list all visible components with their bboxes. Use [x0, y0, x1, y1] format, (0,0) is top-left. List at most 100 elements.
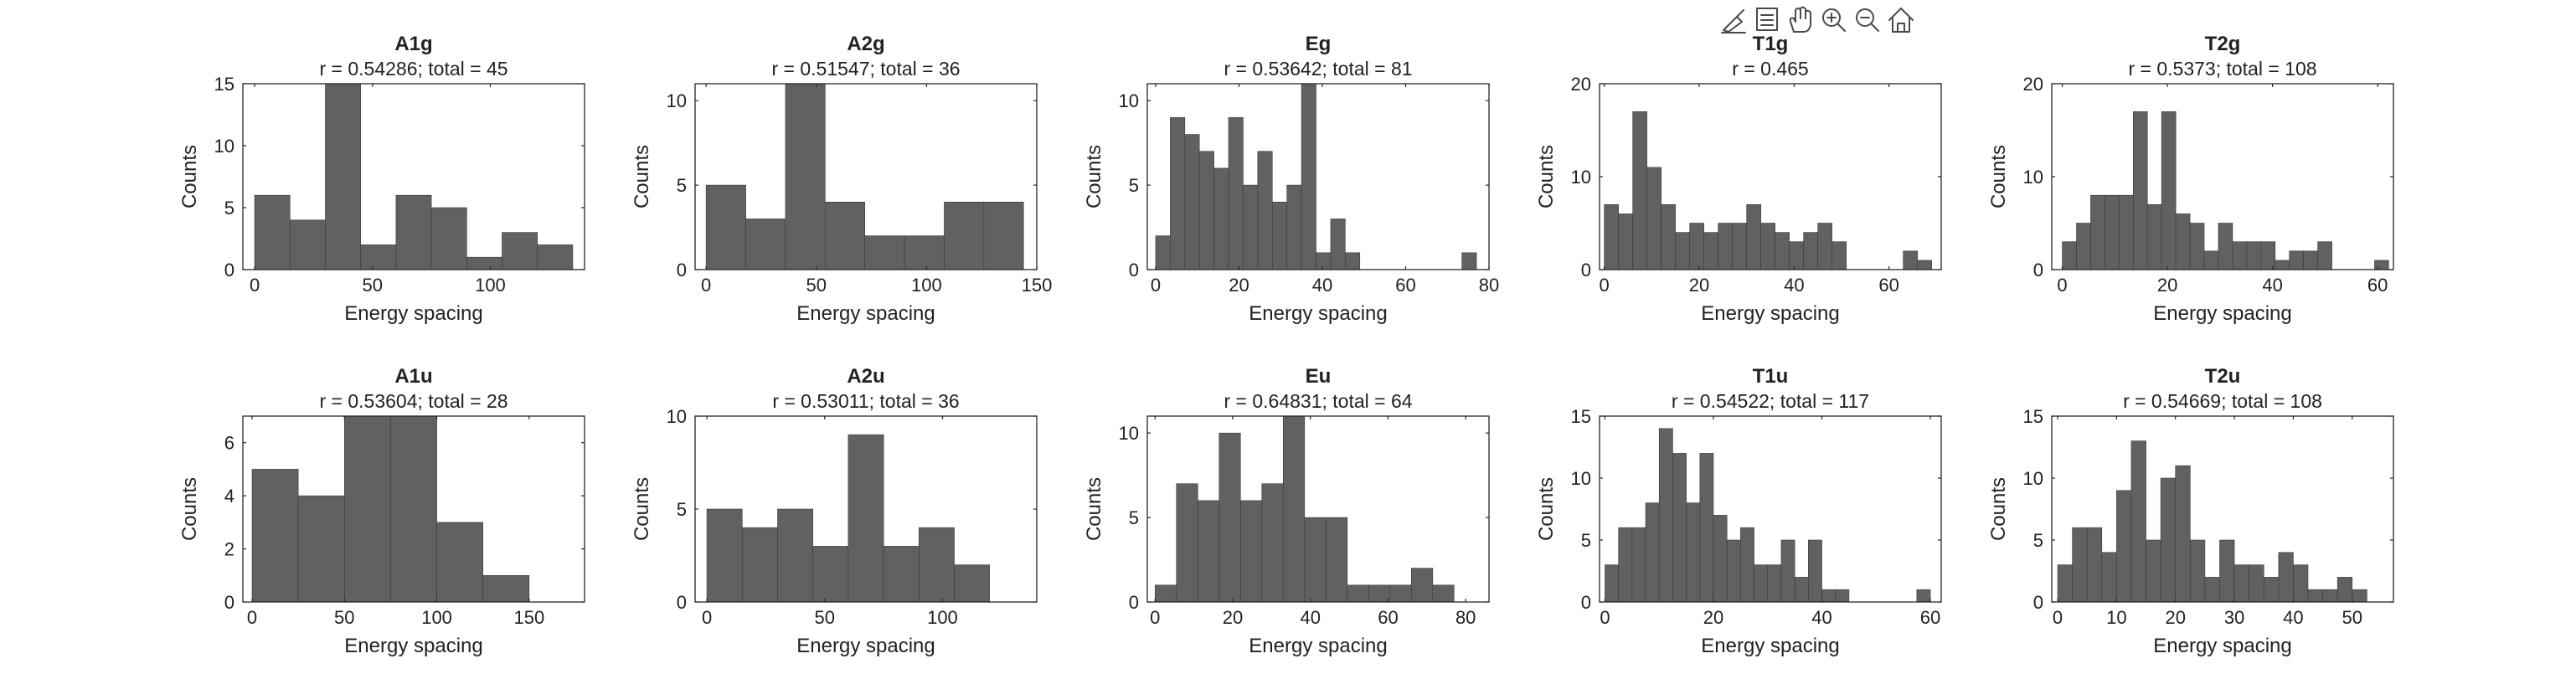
y-tick-label: 10 — [2023, 468, 2043, 489]
x-tick-label: 50 — [363, 275, 383, 296]
histogram-bar — [466, 256, 502, 270]
histogram-bar — [2161, 111, 2177, 270]
histogram-bar — [1228, 117, 1244, 270]
axes-toolbar[interactable] — [1718, 5, 1916, 35]
x-tick-label: 50 — [806, 275, 827, 296]
histogram-panel-A2g[interactable]: 0 50 100 150 0 5 10 A2g r = 0.51547; total = 36 E… — [631, 33, 1052, 325]
histogram-bar — [944, 201, 985, 270]
brush-icon[interactable] — [1718, 5, 1749, 35]
y-axis-label: Counts — [1535, 477, 1558, 541]
histogram-bar — [2072, 527, 2088, 603]
histogram-bar — [1645, 502, 1660, 603]
y-tick-label: 10 — [1571, 468, 1591, 489]
histogram-bar — [2146, 204, 2162, 270]
panel-subtitle: r = 0.53604; total = 28 — [319, 390, 507, 412]
histogram-bar — [2232, 241, 2248, 270]
datatip-icon[interactable] — [1752, 5, 1782, 35]
zoom-out-icon[interactable] — [1852, 5, 1883, 35]
histogram-bar — [343, 415, 391, 603]
histogram-bar — [2116, 490, 2132, 603]
histogram-bar — [2293, 564, 2309, 603]
histogram-bar — [537, 244, 574, 270]
y-tick-label: 15 — [2023, 406, 2043, 427]
x-tick-label: 0 — [1151, 275, 1161, 296]
histogram-panel-Eu[interactable]: 0 20 40 60 80 0 5 10 Eur = 0.64831; total = 64 En… — [1083, 365, 1490, 657]
histogram-panel-Eg[interactable]: 0 20 40 60 80 0 5 10 Eg r = 0.53642; total = 81 En… — [1083, 33, 1499, 325]
histogram-bar — [1632, 111, 1647, 270]
histogram-bar — [1432, 584, 1455, 603]
histogram-bar — [1767, 564, 1782, 603]
histogram-bar — [904, 235, 945, 270]
x-axis-label: Energy spacing — [344, 635, 482, 657]
histogram-bar — [1618, 214, 1633, 270]
x-axis-label: Energy spacing — [344, 302, 482, 325]
histogram-bar — [2146, 539, 2161, 603]
histogram-panel-T1g[interactable]: 0 20 40 60 0 10 20 T1g r = 0.465 Energy spacing Co… — [1535, 33, 1942, 325]
y-axis-label: Counts — [1987, 477, 2010, 541]
histogram-bar — [1646, 167, 1662, 270]
histogram-bar — [482, 574, 530, 603]
y-tick-label: 0 — [677, 592, 687, 613]
histogram-bar — [1605, 564, 1619, 603]
y-tick-label: 10 — [667, 406, 687, 427]
histogram-bar — [2175, 214, 2191, 270]
axes-box — [1146, 83, 1490, 270]
histogram-bar — [2246, 241, 2262, 270]
histogram-bar — [1261, 483, 1284, 603]
histogram-bar — [1631, 527, 1646, 603]
histogram-panel-A1g[interactable]: 0 50 100 0 5 10 15 A1g r = 0.54286; total = 45 En… — [178, 33, 585, 325]
histogram-panel-T2g[interactable]: 0 20 40 60 0 10 20 T2g r = 0.5373; total = 108 En… — [1987, 33, 2394, 325]
histogram-bar — [1197, 500, 1220, 603]
histogram-bar — [2062, 241, 2077, 270]
x-tick-label: 20 — [1689, 275, 1709, 296]
panel-title: A2u — [847, 365, 884, 388]
y-axis-label: Counts — [631, 145, 653, 208]
histogram-bar — [2289, 250, 2304, 270]
histogram-bar — [1345, 252, 1361, 270]
histogram-bar — [954, 564, 991, 603]
histogram-bar — [2160, 477, 2177, 603]
histogram-bar — [1368, 584, 1391, 603]
x-tick-label: 20 — [1703, 607, 1723, 628]
x-axis-label: Energy spacing — [1701, 302, 1839, 325]
histogram-bar — [1213, 167, 1229, 270]
axes-box — [694, 83, 1038, 270]
x-tick-label: 40 — [1300, 607, 1320, 628]
histogram-bar — [360, 244, 397, 270]
histogram-bar — [706, 508, 743, 603]
y-tick-label: 0 — [224, 592, 234, 613]
x-tick-label: 40 — [1784, 275, 1804, 296]
x-tick-label: 40 — [1312, 275, 1332, 296]
histogram-bar — [395, 194, 432, 270]
histogram-bar — [251, 469, 299, 603]
histogram-bar — [1789, 241, 1804, 270]
panel-title: A2g — [847, 33, 884, 55]
histogram-bar — [2190, 539, 2206, 603]
histogram-bar — [1347, 584, 1369, 603]
x-axis-label: Energy spacing — [796, 635, 935, 657]
axes-box — [242, 415, 585, 603]
x-tick-label: 40 — [2262, 275, 2282, 296]
histogram-bar — [1775, 232, 1790, 270]
histogram-bar — [1740, 527, 1754, 603]
histogram-bar — [1154, 584, 1177, 603]
histogram-bar — [1760, 223, 1775, 270]
zoom-out-icon-glyph — [1870, 23, 1879, 32]
histogram-bar — [2336, 577, 2353, 603]
x-tick-label: 60 — [2367, 275, 2388, 296]
x-tick-label: 10 — [2106, 607, 2126, 628]
y-axis-label: Counts — [1083, 477, 1105, 541]
zoom-in-icon[interactable] — [1819, 5, 1849, 35]
histogram-bar — [1821, 589, 1837, 603]
histogram-bar — [289, 219, 326, 270]
y-tick-label: 5 — [1129, 175, 1139, 196]
pan-hand-icon[interactable] — [1785, 5, 1816, 35]
panel-title: T1g — [1753, 33, 1789, 55]
histogram-bar — [2086, 527, 2103, 603]
home-icon[interactable] — [1886, 5, 1916, 35]
